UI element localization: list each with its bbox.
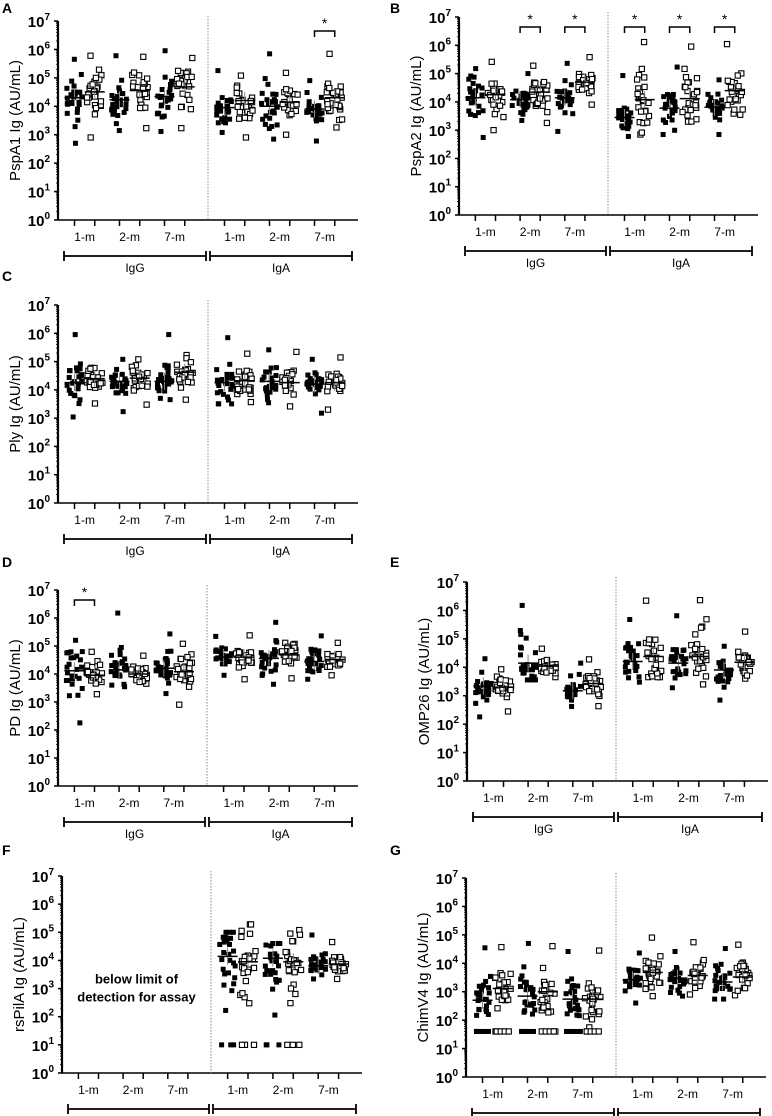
svg-text:7-m: 7-m [724,791,745,805]
svg-text:IgA: IgA [271,827,289,841]
panel-label-e: E [390,554,400,570]
svg-text:2-m: 2-m [520,225,541,239]
svg-text:2-m: 2-m [678,791,699,805]
svg-text:2-m: 2-m [119,796,140,810]
svg-text:7-m: 7-m [573,791,594,805]
svg-text:IgG: IgG [129,1114,148,1116]
chart-panel-b: 100 101 102 103 104 105 106 107 PspA2 Ig (AU/mL)… [0,0,772,270]
svg-text:IgA: IgA [272,544,290,558]
panel-label-g: G [390,842,401,858]
svg-text:IgA: IgA [672,256,690,270]
svg-text:1-m: 1-m [624,225,645,239]
svg-text:IgA: IgA [272,261,290,275]
chart-panel-f: 100 101 102 103 104 105 106 107 rsPilA Ig (AU/mL… [11,867,362,1116]
svg-text:2-m: 2-m [269,513,290,527]
svg-text:ChimV4 Ig (AU/mL): ChimV4 Ig (AU/mL) [415,912,432,1042]
svg-text:PspA2 Ig (AU/mL): PspA2 Ig (AU/mL) [408,56,425,177]
chart-panel-c: 100 101 102 103 104 105 106 107 Ply Ig (AU/mL) 1-… [0,0,386,560]
svg-text:7-m: 7-m [722,1087,743,1101]
svg-text:7-m: 7-m [565,225,586,239]
svg-text:104: 104 [436,954,459,973]
svg-text:IgG: IgG [125,827,144,841]
svg-text:7-m: 7-m [164,513,185,527]
svg-text:1-m: 1-m [483,791,504,805]
svg-text:*: * [82,584,88,600]
svg-text:1-m: 1-m [224,513,245,527]
svg-text:IgG: IgG [534,822,553,836]
chart-panel-d: 100 101 102 103 104 105 106 107 PD Ig (AU/mL) 1-m… [0,0,386,850]
chart-panel-a: 100 101 102 103 104 105 106 107 PspA1 Ig (AU/mL)… [0,0,386,275]
svg-text:2-m: 2-m [119,513,140,527]
svg-text:IgA: IgA [681,822,699,836]
svg-text:2-m: 2-m [669,225,690,239]
svg-text:1-m: 1-m [227,1083,248,1097]
svg-text:7-m: 7-m [164,796,185,810]
svg-text:1-m: 1-m [632,1087,653,1101]
svg-text:7-m: 7-m [168,1083,189,1097]
svg-text:*: * [322,15,328,31]
panel-label-f: F [2,842,11,858]
svg-text:105: 105 [436,926,459,945]
svg-text:PspA1 Ig (AU/mL): PspA1 Ig (AU/mL) [7,60,24,181]
svg-text:2-m: 2-m [527,1087,548,1101]
svg-text:2-m: 2-m [273,1083,294,1097]
svg-text:106: 106 [436,897,459,916]
svg-text:1-m: 1-m [482,1087,503,1101]
panel-label-a: A [2,0,13,16]
svg-text:1-m: 1-m [223,796,244,810]
svg-text:*: * [572,11,578,27]
svg-text:*: * [632,11,638,27]
svg-text:OMP26 Ig (AU/mL): OMP26 Ig (AU/mL) [416,618,433,746]
svg-text:*: * [677,11,683,27]
svg-text:2-m: 2-m [269,230,290,244]
svg-text:PD Ig (AU/mL): PD Ig (AU/mL) [7,639,24,737]
svg-text:IgA: IgA [275,1114,293,1116]
svg-text:7-m: 7-m [314,796,335,810]
svg-text:7-m: 7-m [314,513,335,527]
svg-text:2-m: 2-m [677,1087,698,1101]
svg-text:7-m: 7-m [572,1087,593,1101]
panel-label-d: D [2,554,13,570]
svg-text:102: 102 [436,1011,459,1030]
svg-text:Ply Ig (AU/mL): Ply Ig (AU/mL) [7,355,24,453]
svg-text:7-m: 7-m [318,1083,339,1097]
svg-text:7-m: 7-m [164,230,185,244]
chart-panel-e: 100 101 102 103 104 105 106 107 OMP26 Ig (AU/mL)… [416,573,768,836]
svg-text:2-m: 2-m [528,791,549,805]
svg-text:*: * [722,11,728,27]
svg-text:103: 103 [436,983,459,1002]
svg-text:below limit of: below limit of [95,972,179,987]
svg-text:1-m: 1-m [74,230,95,244]
svg-text:101: 101 [436,1040,459,1059]
panel-label-b: B [390,0,401,16]
svg-text:7-m: 7-m [714,225,735,239]
svg-text:7-m: 7-m [314,230,335,244]
svg-text:detection for assay: detection for assay [77,990,196,1005]
svg-text:1-m: 1-m [74,513,95,527]
svg-text:2-m: 2-m [119,230,140,244]
svg-text:1-m: 1-m [78,1083,99,1097]
svg-text:2-m: 2-m [269,796,290,810]
svg-text:2-m: 2-m [123,1083,144,1097]
svg-text:IgG: IgG [526,256,545,270]
svg-text:rsPilA Ig (AU/mL): rsPilA Ig (AU/mL) [11,917,28,1032]
svg-text:107: 107 [436,869,459,888]
svg-text:1-m: 1-m [224,230,245,244]
svg-text:1-m: 1-m [74,796,95,810]
svg-text:1-m: 1-m [633,791,654,805]
svg-text:*: * [527,11,533,27]
panel-label-c: C [2,268,13,284]
svg-text:IgG: IgG [125,261,144,275]
svg-text:100: 100 [436,1068,459,1087]
svg-text:IgG: IgG [125,544,144,558]
svg-text:1-m: 1-m [475,225,496,239]
